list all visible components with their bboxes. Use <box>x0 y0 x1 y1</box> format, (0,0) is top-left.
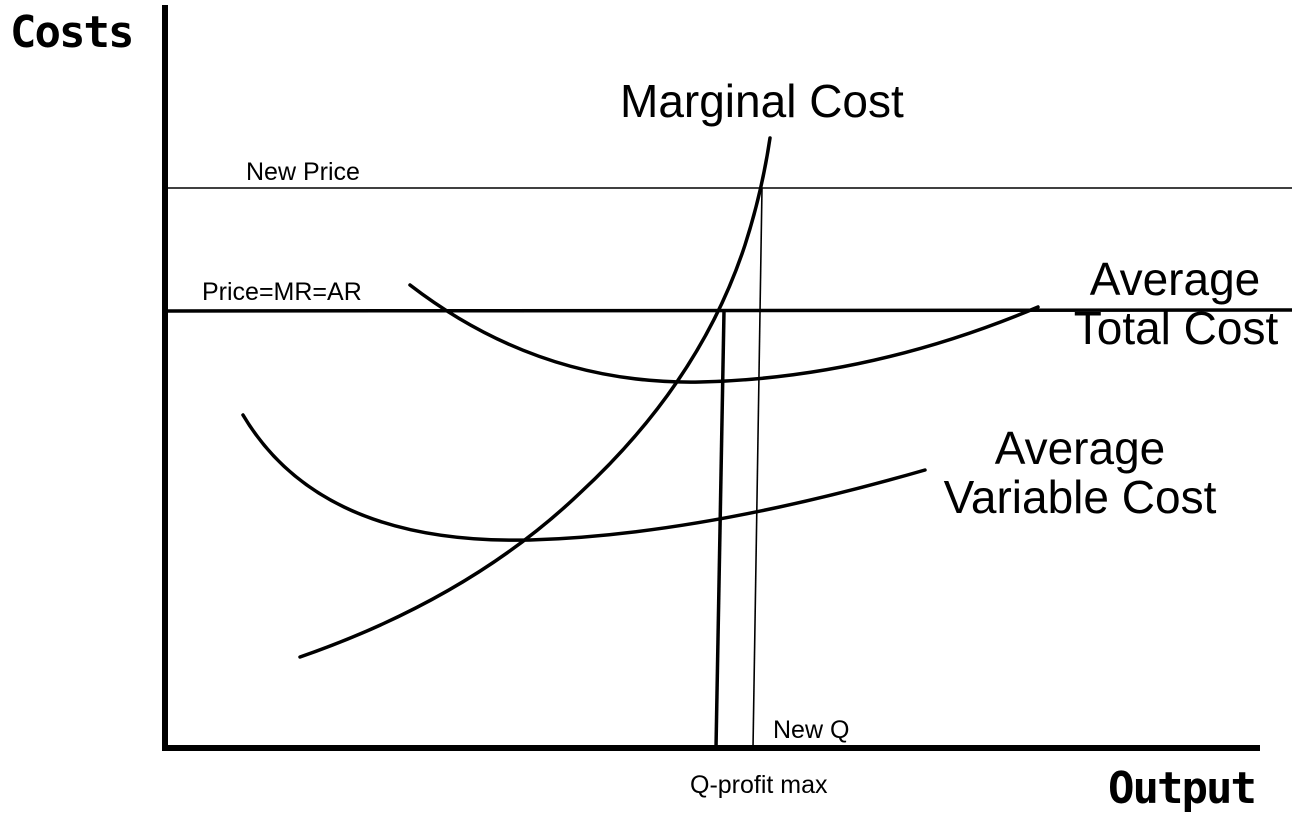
new-price-label: New Price <box>246 158 360 186</box>
marginal-cost-curve <box>298 136 772 659</box>
average-total-cost-label-line2: Total Cost <box>1074 302 1279 354</box>
marginal-cost-label: Marginal Cost <box>620 75 904 127</box>
price-mr-ar-label: Price=MR=AR <box>202 278 362 306</box>
average-total-cost-label-line1: Average <box>1090 253 1261 305</box>
q-profit-max-line <box>714 310 726 749</box>
new-q-label: New Q <box>773 716 849 744</box>
y-axis-title: Costs <box>10 7 132 58</box>
average-variable-cost-label-line1: Average <box>995 422 1166 474</box>
average-variable-cost-curve <box>241 413 927 542</box>
x-axis-title: Output <box>1108 763 1255 814</box>
price-mr-ar-line <box>167 308 1292 313</box>
q-profit-max-label: Q-profit max <box>690 771 828 799</box>
new-q-line <box>752 187 763 749</box>
average-total-cost-curve <box>408 283 1040 384</box>
average-variable-cost-label-line2: Variable Cost <box>944 471 1217 523</box>
